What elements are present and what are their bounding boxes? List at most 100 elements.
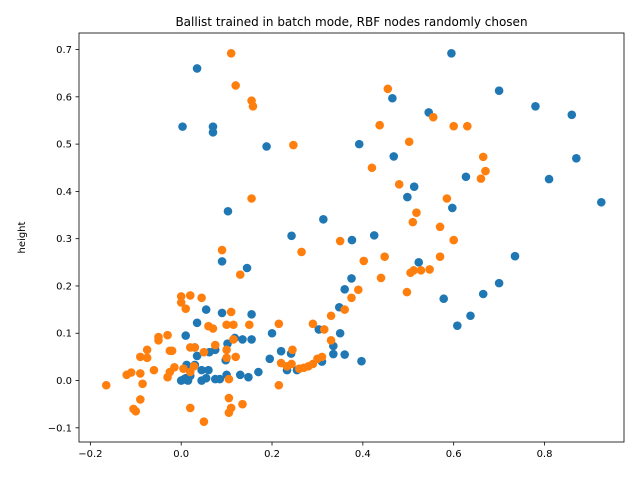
y-tick-label: −0.1: [48, 423, 72, 434]
y-tick-label: 0.1: [56, 329, 72, 340]
data-point: [185, 291, 195, 300]
x-tick-label: 0.6: [446, 449, 462, 460]
data-point: [178, 122, 187, 131]
data-point: [406, 268, 415, 278]
data-point: [326, 336, 336, 345]
data-point: [136, 352, 145, 362]
data-point: [183, 376, 193, 385]
data-point: [215, 374, 225, 384]
data-point: [192, 351, 202, 361]
data-point: [167, 346, 177, 356]
data-point: [354, 285, 363, 295]
data-point: [217, 245, 227, 255]
data-point: [185, 403, 195, 413]
x-axis: −0.2 0.0 0.2 0.4 0.6 0.8: [78, 442, 552, 460]
data-point: [453, 321, 462, 330]
data-point: [208, 127, 218, 137]
data-point: [217, 257, 227, 266]
data-point: [149, 365, 159, 375]
data-point: [267, 328, 277, 338]
data-point: [319, 325, 329, 334]
data-point: [222, 353, 231, 363]
data-point: [201, 305, 211, 314]
data-point: [478, 289, 488, 299]
data-point: [335, 328, 345, 338]
data-point: [308, 319, 318, 329]
data-point: [389, 152, 399, 161]
data-point: [163, 372, 172, 382]
data-point: [238, 399, 247, 409]
data-point: [289, 140, 298, 150]
data-point: [197, 365, 206, 375]
data-point: [403, 192, 412, 202]
data-point: [235, 270, 245, 279]
data-point: [463, 121, 472, 131]
data-point: [274, 319, 284, 329]
data-point: [190, 343, 200, 352]
data-point: [247, 335, 256, 344]
data-point: [199, 347, 209, 357]
data-point: [335, 236, 345, 246]
data-point: [367, 163, 377, 173]
data-point: [354, 139, 364, 149]
data-point: [224, 374, 234, 384]
data-point: [179, 364, 188, 374]
data-point: [376, 273, 386, 283]
data-point: [222, 345, 231, 355]
data-point: [476, 174, 486, 183]
data-point: [596, 197, 606, 207]
data-point: [435, 252, 445, 261]
data-point: [408, 217, 418, 227]
data-point: [404, 137, 414, 147]
data-point: [223, 206, 233, 216]
y-axis: −0.1 0.0 0.1 0.2 0.3 0.4 0.5 0.6 0.7: [48, 45, 79, 434]
data-point: [329, 349, 338, 359]
data-point: [242, 263, 252, 273]
data-point: [192, 64, 202, 73]
y-tick-label: 0.2: [56, 281, 72, 292]
data-point: [136, 369, 145, 378]
data-point: [254, 367, 263, 377]
data-point: [189, 362, 199, 371]
data-point: [383, 84, 393, 94]
data-point: [244, 372, 253, 382]
data-point: [478, 152, 488, 162]
data-point: [204, 321, 213, 331]
data-point: [199, 417, 209, 426]
data-point: [235, 370, 245, 380]
data-point: [122, 370, 131, 380]
data-point: [136, 395, 145, 404]
y-tick-label: 0.7: [56, 45, 72, 56]
data-point: [531, 101, 540, 111]
data-point: [287, 231, 296, 241]
chart-title: Ballist trained in batch mode, RBF nodes…: [175, 15, 527, 29]
data-point: [231, 352, 240, 362]
x-tick-label: 0.4: [355, 449, 371, 460]
data-point: [226, 49, 236, 58]
data-point: [340, 305, 349, 314]
data-point: [326, 311, 336, 321]
data-point: [347, 235, 357, 245]
data-point: [245, 320, 254, 330]
data-point: [229, 320, 238, 330]
data-point: [274, 380, 284, 390]
points-layer: [101, 49, 606, 426]
data-point: [248, 101, 258, 111]
data-point: [494, 278, 504, 288]
data-point: [181, 304, 191, 313]
data-point: [448, 203, 457, 213]
data-point: [238, 335, 247, 344]
data-point: [247, 194, 256, 203]
data-point: [347, 293, 356, 303]
data-point: [375, 120, 384, 130]
x-tick-label: 0.8: [537, 449, 553, 460]
data-point: [425, 265, 434, 274]
data-point: [369, 231, 379, 240]
data-point: [449, 235, 458, 245]
data-point: [176, 298, 186, 307]
data-point: [442, 194, 452, 203]
x-tick-label: 0.0: [173, 449, 189, 460]
data-point: [544, 174, 554, 184]
data-point: [265, 354, 275, 364]
data-point: [435, 222, 445, 232]
